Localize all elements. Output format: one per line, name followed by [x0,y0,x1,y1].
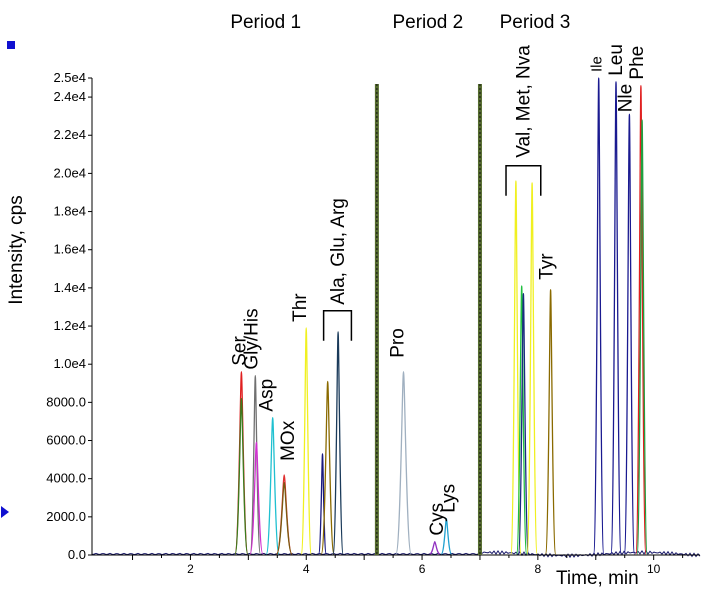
peak-trace [429,540,441,555]
peak-trace [249,441,264,555]
peak-trace [249,374,262,555]
peak-group-bracket [322,310,353,341]
peak-label: Ser [229,336,250,366]
y-axis-marker [1,506,9,518]
peak-trace [636,119,648,555]
peak-label: MOx [278,420,299,461]
peak-trace [395,371,412,555]
peak-label: Lys [438,484,459,513]
x-tick-label: 6 [419,562,426,576]
peak-trace [440,518,453,555]
peak-trace [234,397,249,555]
peak-label: Phe [627,46,648,80]
peak-trace [510,180,522,555]
y-tick-label: 2.4e4 [53,89,86,104]
y-tick-label: 2000.0 [46,509,86,524]
peak-label: Val, Met, Nva [513,45,534,158]
period-divider [374,84,379,555]
y-tick-label: 1.8e4 [53,204,86,219]
peak-trace [332,331,344,555]
x-tick-label: 2 [187,562,194,576]
y-tick-label: 8000.0 [46,394,86,409]
peak-label: Ala, Glu, Arg [328,198,349,305]
peak-label: Thr [290,293,311,322]
y-tick-label: 4000.0 [46,471,86,486]
peak-trace [517,292,530,555]
y-tick-label: 2.5e4 [53,70,86,85]
x-tick-label: 10 [647,562,661,576]
y-tick-label: 0.0 [68,547,86,562]
peak-trace [526,182,538,555]
peak-group-bracket [505,165,542,196]
period-label: Period 2 [392,12,463,33]
axes-layer: 0.0 2000.0 4000.0 6000.0 8000.0 1.0e4 1.2e4 1.4… [46,70,700,576]
peak-label: Leu [606,44,627,76]
y-tick-label: 1.2e4 [53,318,86,333]
peak-label: Gly/His [241,308,262,369]
period-divider [477,84,482,555]
peak-label: Nle [615,84,636,113]
peak-trace [275,481,293,555]
peak-trace [320,380,335,555]
peaks-layer [234,77,648,555]
peak-trace [317,453,327,555]
peak-label: Tyr [537,253,558,280]
y-axis-label: Intensity, cps [6,195,27,304]
peak-label: Ile [589,56,606,72]
peak-trace [515,285,528,555]
period-label: Period 3 [500,12,571,33]
y-tick-label: 1.0e4 [53,356,86,371]
y-tick-label: 1.4e4 [53,280,86,295]
x-tick-label: 8 [535,562,542,576]
y-tick-label: 2.2e4 [53,127,86,142]
peak-trace [265,416,280,555]
marker-square [7,41,15,49]
peak-trace [300,327,312,555]
y-tick-label: 6000.0 [46,433,86,448]
peak-label: Cys [427,503,448,536]
y-tick-label: 1.6e4 [53,242,86,257]
peak-label: Pro [388,328,409,358]
x-axis-label: Time, min [556,568,639,589]
peak-trace [623,113,636,555]
peak-trace [544,289,557,555]
period-label: Period 1 [230,12,301,33]
peak-trace [635,84,647,555]
x-tick-label: 4 [303,562,310,576]
y-tick-label: 2.0e4 [53,165,86,180]
peak-trace [592,77,605,555]
peak-label: Asp [257,379,278,412]
peak-trace [610,81,622,555]
